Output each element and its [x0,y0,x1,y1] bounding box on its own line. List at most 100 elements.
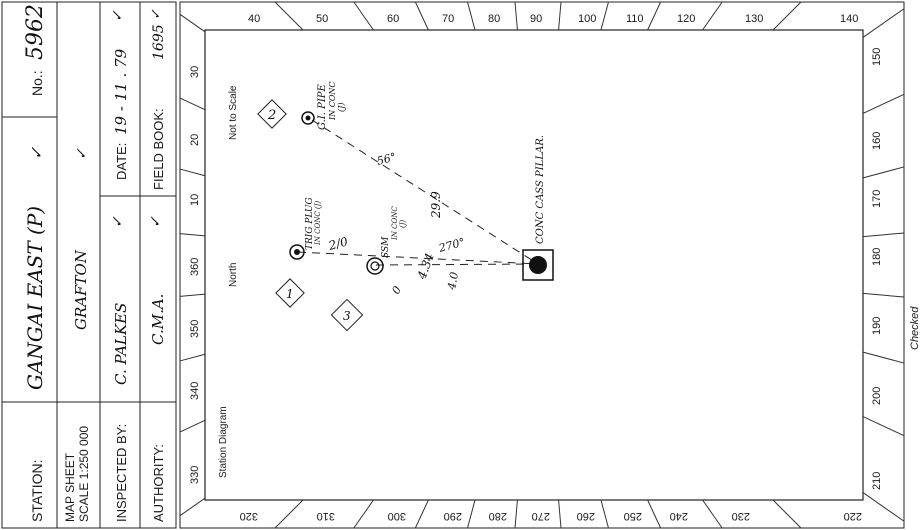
bottom-tick-label: 290 [444,510,462,522]
not-to-scale-note: Not to Scale [228,85,239,140]
station-value: GANGAI EAST (P) [23,206,47,390]
date-value: 19 - 11 . 79 [112,48,130,135]
field-book-label: FIELD BOOK: [151,108,166,190]
diagram-outer-border [179,1,905,529]
bottom-tick-label: 280 [489,510,507,522]
right-tick-label: 180 [871,248,883,266]
compass-tick-line [647,499,662,529]
compass-tick-line [179,168,206,177]
top-tick-label: 110 [626,13,644,25]
mark2-ring [301,111,315,125]
compass-tick-line [414,1,429,31]
right-tick-label: 150 [871,48,883,66]
bearing-lines [297,119,539,266]
compass-tick-line [862,292,905,298]
mark3-id: 3 [343,309,351,323]
distance-to-mark3-b: 4.0 [445,271,461,291]
right-tick-label: 210 [871,472,883,490]
compass-tick-line [862,351,905,364]
compass-tick-line [600,1,609,31]
survey-mark-3: 3 [330,257,384,332]
station-label: STATION: [29,460,45,522]
bottom-tick-label: 250 [624,510,642,522]
bottom-tick-label: 230 [732,510,750,522]
right-tick-labels: 150 160 170 180 190 200 210 [871,48,883,490]
top-tick-label: 140 [840,13,858,25]
compass-tick-line [647,1,662,31]
compass-tick-line [600,499,609,529]
mark1-ring [289,244,305,260]
date-label: DATE: [114,143,129,180]
bottom-tick-label: 220 [844,510,862,522]
bearing-line-mark3 [375,263,539,266]
left-tick-label: 330 [189,466,201,484]
bottom-tick-labels: 220 230 240 250 260 270 280 290 300 310 … [240,510,862,522]
station-form [1,1,177,529]
diagram-frame [179,1,905,529]
compass-tick-line [862,232,905,238]
pillar-description: CONC CASS PILLAR. [535,135,546,244]
mark1-id-diamond [275,278,305,308]
authority-label: AUTHORITY: [151,444,166,522]
top-tick-label: 60 [387,13,399,25]
compass-tick-line [274,499,304,529]
bearing-line-mark1 [297,251,539,265]
compass-tick-line [514,499,518,529]
compass-tick-line [274,1,304,31]
survey-mark-2: 2 [257,99,315,129]
compass-tick-line [179,97,206,111]
mark3-id-diamond [330,298,364,332]
top-tick-label: 90 [530,13,542,25]
mark2-id-diamond [257,99,287,129]
map-sheet-label-line2: SCALE 1:250 000 [77,426,91,522]
authority-check-mark: ✓ [148,216,164,228]
left-tick-label: 340 [189,382,201,400]
compass-tick-line [467,1,476,31]
top-tick-label: 50 [316,13,328,25]
right-tick-label: 190 [871,317,883,335]
bearing-to-mark1: 2/0 [326,234,350,253]
top-tick-labels: 40 50 60 70 80 90 100 110 120 130 140 [248,13,858,25]
compass-tick-line [514,1,518,31]
map-sheet-value: GRAFTON [72,249,90,330]
compass-tick-line [179,293,206,297]
bearing-to-mark2: 56° [375,150,397,168]
top-tick-label: 100 [578,13,596,25]
compass-tick-line [179,13,206,33]
left-tick-label: 350 [189,320,201,338]
compass-tick-line [772,1,802,31]
bottom-tick-label: 270 [532,510,550,522]
compass-tick-lines [179,1,905,529]
map-sheet-label-line1: MAP SHEET [63,452,77,522]
left-tick-label: 30 [189,66,201,78]
station-number-value: 5962 [23,4,48,60]
field-book-value: 1695 [151,24,167,60]
degree-note-mark3: 0 [389,284,404,297]
station-check-mark: ✓ [27,146,46,160]
mark3-inner-ring [370,261,380,271]
mark3-description-line3: (J) [399,219,407,228]
compass-tick-line [862,166,905,179]
bearing-line-mark2 [311,119,539,265]
mark2-description-line3: (J) [337,103,346,112]
pillar-center [529,256,547,274]
pillar-square [522,249,554,281]
compass-tick-line [179,353,206,362]
bearing-to-mark3: 270° [436,235,466,255]
right-tick-label: 170 [871,190,883,208]
top-tick-label: 40 [248,13,260,25]
pillar-station [522,249,554,281]
map-sheet-check-mark: ✓ [74,148,90,160]
field-book-check-mark: ✓ [149,9,164,20]
number-label: No.: [29,70,45,96]
distance-to-mark2: 29.9 [429,191,443,219]
diagram-annotations: G.I. PIPE IN CONC (J) TRIG PLUG IN CONC … [305,81,546,296]
compass-tick-line [558,1,562,31]
left-tick-label: 10 [189,194,201,206]
compass-tick-line [353,499,374,529]
compass-tick-line [862,416,905,437]
compass-tick-line [772,499,802,529]
mark1-center [294,249,300,255]
